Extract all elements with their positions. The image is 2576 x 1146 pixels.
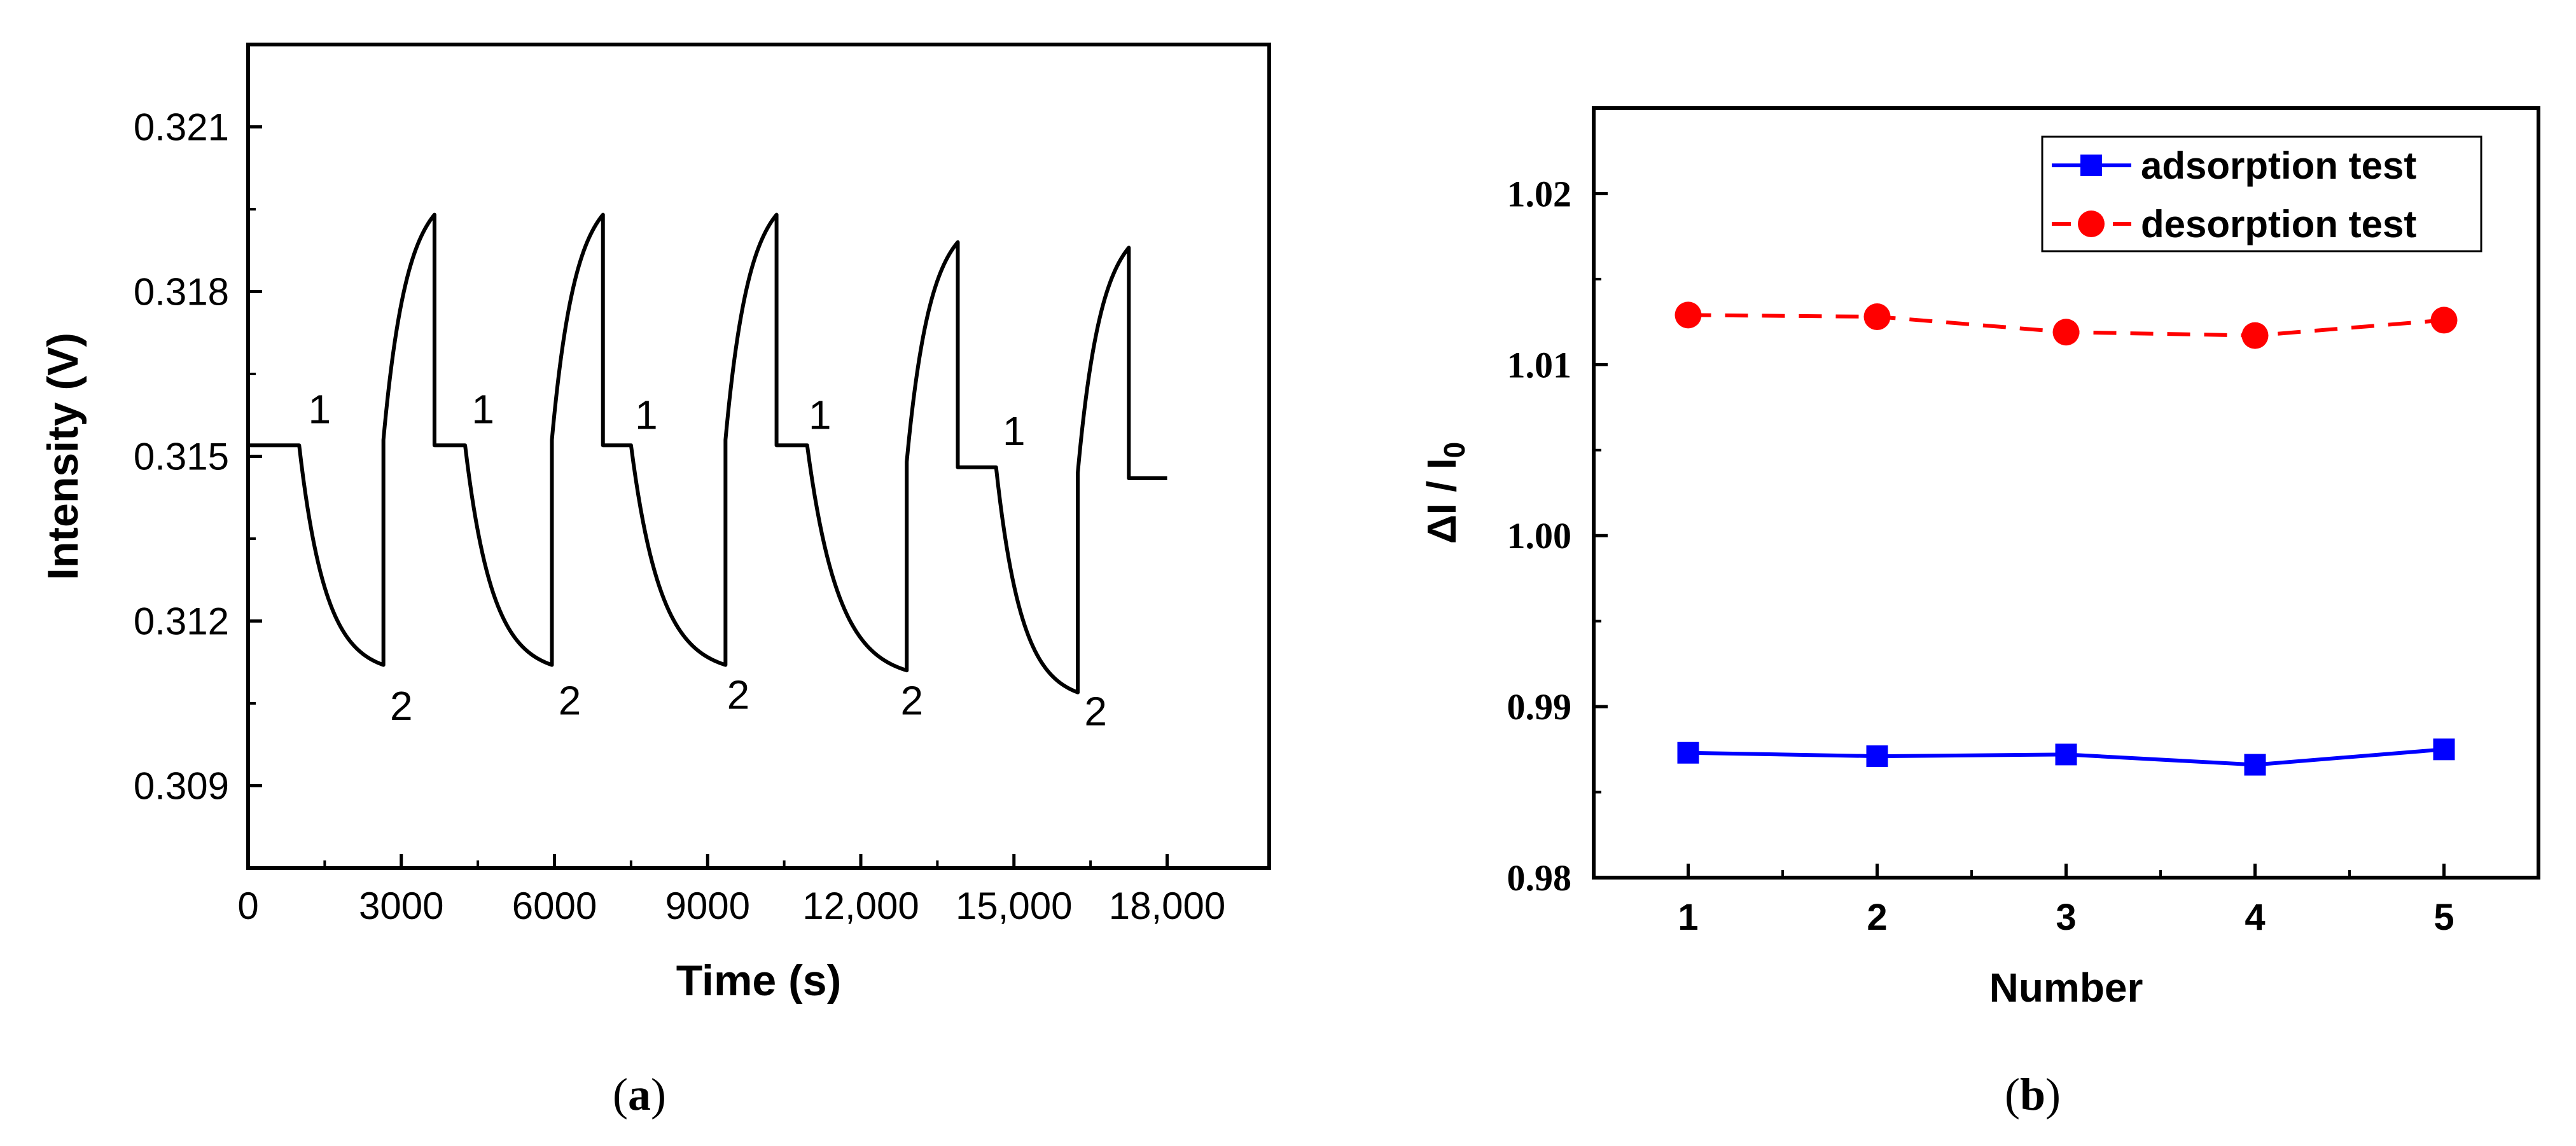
chart-b-y-tick-label: 1.00 <box>1507 515 1572 556</box>
chart-b-legend-marker <box>2078 211 2105 237</box>
chart-a-caption: (a) <box>613 1069 666 1120</box>
chart-b-y-axis-title-sub: 0 <box>1438 442 1471 459</box>
chart-a-x-tick-label: 9000 <box>665 885 750 927</box>
chart-a-caption-close: ) <box>651 1069 666 1120</box>
chart-b-caption-open: ( <box>2005 1069 2020 1120</box>
chart-b-legend-box <box>2041 135 2482 252</box>
chart-a-x-tick-label: 12,000 <box>802 885 919 927</box>
chart-b-data-point <box>2244 754 2266 776</box>
chart-b-y-tick-label: 0.99 <box>1507 686 1572 728</box>
chart-b-legend-item: adsorption test <box>2052 144 2416 187</box>
chart-b-caption: (b) <box>2005 1069 2061 1120</box>
chart-a-y-tick-label: 0.318 <box>134 271 229 314</box>
chart-a-x-tick-label: 15,000 <box>956 885 1073 927</box>
chart-b-data-point <box>1866 745 1888 768</box>
chart-a-cycle-label: 1 <box>809 392 832 438</box>
chart-b-y-tick-label: 0.98 <box>1507 857 1572 899</box>
chart-a: 0.309 0.312 0.315 0.318 0.321 0 3000 6000 9000 1… <box>39 43 1271 1120</box>
chart-a-y-ticks: 0.309 0.312 0.315 0.318 0.321 <box>134 106 262 808</box>
chart-b-x-tick-label: 1 <box>1678 897 1698 938</box>
chart-a-x-ticks: 0 3000 6000 9000 12,000 15,000 18,000 <box>237 854 1225 927</box>
chart-b-y-axis-title: ΔI / I0 <box>1419 442 1471 544</box>
chart-b-x-tick-label: 5 <box>2433 897 2454 938</box>
chart-a-x-tick-label: 3000 <box>359 885 443 927</box>
chart-b-data-point <box>1674 301 1702 329</box>
chart-b-legend-item: desorption test <box>2052 203 2416 245</box>
chart-a-cycle-label: 2 <box>900 677 923 723</box>
chart-b-y-tick-label: 1.01 <box>1507 344 1572 385</box>
chart-a-cycle-label: 2 <box>727 672 750 718</box>
chart-b-data-point <box>2433 738 2455 761</box>
chart-a-x-axis-title: Time (s) <box>676 956 841 1005</box>
chart-b-legend-label: desorption test <box>2141 203 2416 245</box>
chart-b-legend-label: adsorption test <box>2141 144 2416 187</box>
chart-b-x-tick-label: 2 <box>1867 897 1887 938</box>
chart-b-data-point <box>1677 742 1699 764</box>
chart-a-x-tick-label: 18,000 <box>1109 885 1226 927</box>
chart-b-legend: adsorption test desorption test <box>2041 135 2482 252</box>
chart-a-caption-open: ( <box>613 1069 628 1120</box>
chart-b-x-ticks: 1 2 3 4 5 <box>1678 864 2454 938</box>
chart-b-legend-marker <box>2080 155 2102 176</box>
chart-b-x-axis-title: Number <box>1989 965 2143 1011</box>
chart-a-y-tick-label: 0.312 <box>134 600 229 643</box>
chart-b-data-point <box>2241 322 2269 349</box>
chart-b-y-ticks: 0.98 0.99 1.00 1.01 1.02 <box>1507 173 1608 899</box>
chart-b-data-point <box>2052 319 2080 346</box>
chart-a-plot-frame <box>246 43 1271 870</box>
chart-a-cycle-label: 1 <box>471 387 494 432</box>
chart-a-cycle-label: 1 <box>309 387 331 432</box>
chart-b-y-tick-label: 1.02 <box>1507 173 1572 214</box>
chart-b-x-tick-label: 4 <box>2245 897 2265 938</box>
chart-a-x-tick-label: 6000 <box>512 885 597 927</box>
chart-a-y-axis-title: Intensity (V) <box>39 333 87 580</box>
chart-b-x-tick-label: 3 <box>2056 897 2076 938</box>
chart-b-caption-letter: b <box>2020 1069 2045 1120</box>
chart-a-x-tick-label: 0 <box>237 885 258 927</box>
chart-b-data-point <box>1863 303 1891 331</box>
chart-a-cycle-label: 2 <box>1084 689 1107 735</box>
chart-b-y-axis-title-main: ΔI / I <box>1419 458 1465 544</box>
chart-b-caption-close: ) <box>2045 1069 2061 1120</box>
chart-b-data-point <box>2430 307 2458 334</box>
chart-b: 0.98 0.99 1.00 1.01 1.02 1 2 3 4 5 adsorption te… <box>1419 106 2540 1120</box>
chart-a-y-tick-label: 0.321 <box>134 106 229 149</box>
chart-b-data-point <box>2055 743 2077 766</box>
chart-a-annotations: 1 1 1 1 1 2 2 2 2 2 <box>309 387 1107 735</box>
chart-a-intensity-trace <box>248 212 1167 694</box>
chart-a-cycle-label: 2 <box>390 683 413 729</box>
chart-b-series-adsorption <box>1677 738 2455 776</box>
chart-b-series <box>1674 301 2458 776</box>
chart-a-cycle-label: 1 <box>1003 408 1026 454</box>
chart-a-caption-letter: a <box>628 1069 651 1120</box>
chart-a-cycle-label: 1 <box>635 392 658 438</box>
chart-a-cycle-label: 2 <box>559 677 581 723</box>
chart-a-y-tick-label: 0.309 <box>134 765 229 808</box>
chart-b-series-desorption <box>1674 301 2458 349</box>
chart-a-y-tick-label: 0.315 <box>134 436 229 478</box>
